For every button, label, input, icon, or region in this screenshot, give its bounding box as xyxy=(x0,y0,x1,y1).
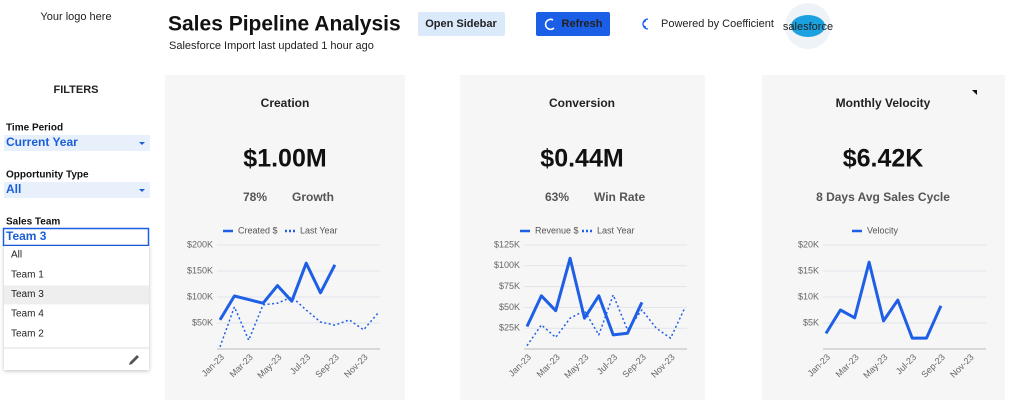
card xyxy=(762,75,1005,400)
y-tick-label: $10K xyxy=(798,291,819,301)
dropdown-list xyxy=(4,246,149,370)
refresh-button[interactable] xyxy=(536,12,610,36)
refresh-label: Refresh xyxy=(562,18,603,30)
logo: Your logo here xyxy=(40,11,111,23)
dropdown-option[interactable]: Team 4 xyxy=(11,309,44,320)
dropdown-option[interactable]: Team 3 xyxy=(11,289,44,300)
y-tick-label: $15K xyxy=(798,265,819,275)
filter-value: All xyxy=(6,182,21,196)
card-menu[interactable] xyxy=(972,90,977,95)
option-highlight xyxy=(4,285,149,305)
filter-label: Sales Team xyxy=(6,217,60,228)
filters-heading: FILTERS xyxy=(53,84,98,96)
y-tick-label: $20K xyxy=(798,239,819,249)
legend-label: Created $ xyxy=(238,225,278,235)
series-line xyxy=(218,261,337,321)
card xyxy=(165,75,405,400)
card-title: Conversion xyxy=(549,96,615,110)
dropdown-option[interactable]: Team 2 xyxy=(11,328,44,339)
open-sidebar-button[interactable] xyxy=(418,12,505,36)
kpi-percent: 78% xyxy=(243,190,267,204)
y-tick-label: $5K xyxy=(803,317,819,327)
kpi-value: $0.44M xyxy=(540,145,623,173)
y-tick-label: $150K xyxy=(187,265,213,275)
card xyxy=(460,75,705,400)
y-tick-label: $25K xyxy=(499,323,520,333)
series-line xyxy=(219,296,379,348)
filter-select[interactable] xyxy=(4,135,150,151)
kpi-percent: 63% xyxy=(545,190,569,204)
series-line xyxy=(526,294,686,347)
card-title: Monthly Velocity xyxy=(836,96,931,110)
series-line xyxy=(824,260,943,340)
filter-select[interactable] xyxy=(4,182,150,198)
y-tick-label: $50K xyxy=(499,302,520,312)
select-arrow xyxy=(139,142,145,145)
legend-label: Last Year xyxy=(300,225,338,235)
y-tick-label: $50K xyxy=(192,317,213,327)
legend-label: Last Year xyxy=(597,225,635,235)
filter-label: Time Period xyxy=(6,123,63,134)
legend-label: Revenue $ xyxy=(535,225,579,235)
coefficient-icon xyxy=(642,18,649,30)
filter-value: Team 3 xyxy=(6,229,47,243)
kpi-value: $6.42K xyxy=(843,145,924,173)
kpi-label: Growth xyxy=(292,190,334,204)
open-sidebar-label: Open Sidebar xyxy=(425,18,497,30)
series-line xyxy=(525,256,644,337)
dropdown-option[interactable]: All xyxy=(11,250,22,261)
y-tick-label: $200K xyxy=(187,239,213,249)
title: Sales Pipeline Analysis xyxy=(168,13,401,36)
dropdown-option[interactable]: Team 1 xyxy=(11,269,44,280)
filter-value: Current Year xyxy=(6,135,78,149)
y-tick-label: $125K xyxy=(494,239,520,249)
y-tick-label: $100K xyxy=(494,260,520,270)
y-tick-label: $100K xyxy=(187,291,213,301)
powered-by[interactable]: Powered by Coefficient xyxy=(661,18,774,30)
salesforce-text: salesforce xyxy=(783,21,833,33)
card-title: Creation xyxy=(261,96,310,110)
filter-label: Opportunity Type xyxy=(6,170,89,181)
legend-label: Velocity xyxy=(867,225,899,235)
kpi-label: 8 Days Avg Sales Cycle xyxy=(816,190,950,204)
edit-icon[interactable] xyxy=(129,355,139,365)
kpi-label: Win Rate xyxy=(594,190,646,204)
kpi-value: $1.00M xyxy=(243,145,326,173)
select-arrow xyxy=(139,189,145,192)
refresh-icon xyxy=(544,18,555,31)
filter-input[interactable] xyxy=(2,227,150,247)
y-tick-label: $75K xyxy=(499,281,520,291)
salesforce-cloud xyxy=(791,15,825,37)
subtitle: Salesforce Import last updated 1 hour ag… xyxy=(169,40,374,52)
